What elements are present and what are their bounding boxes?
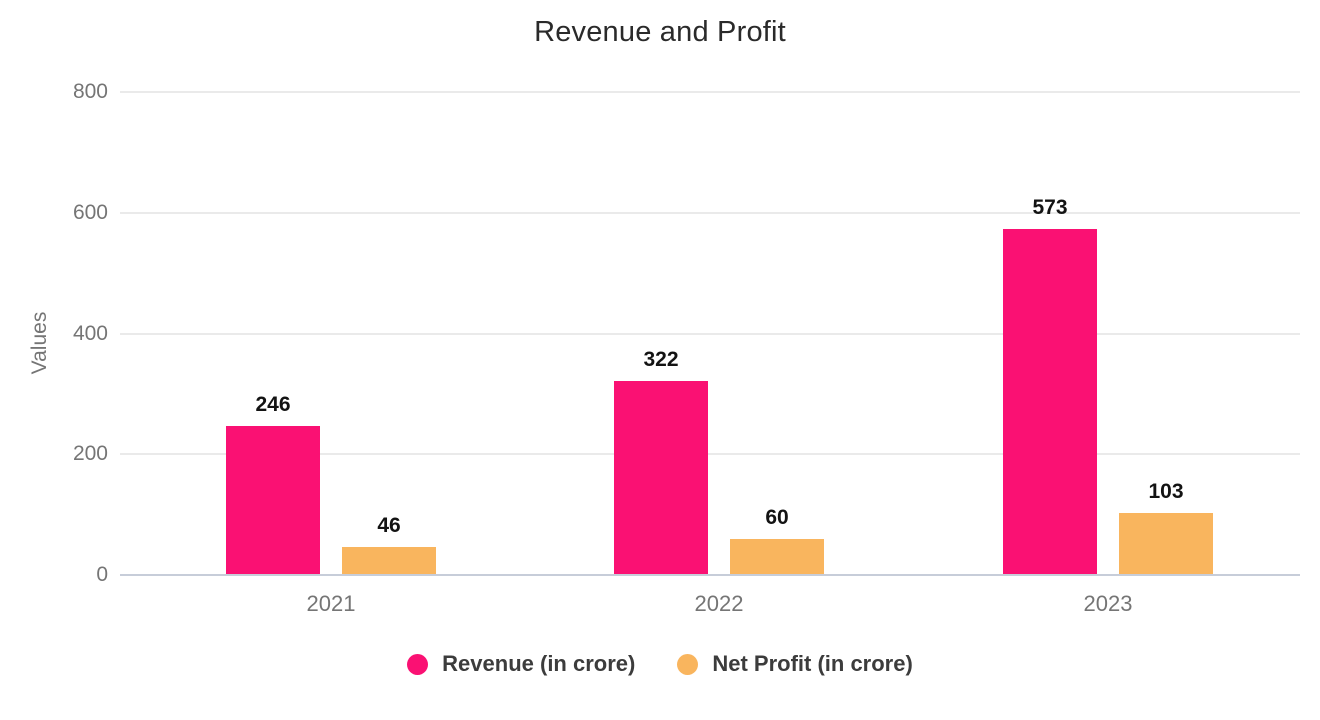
legend-label: Net Profit (in crore)	[712, 651, 913, 676]
legend-swatch-icon	[677, 653, 699, 675]
y-tick-label: 600	[72, 200, 108, 224]
legend-item: Net Profit (in crore)	[677, 651, 913, 677]
bar-net-profit-2023	[1119, 512, 1213, 574]
chart-title: Revenue and Profit	[534, 16, 786, 48]
bar-revenue-2021	[226, 426, 320, 574]
legend-item: Revenue (in crore)	[407, 651, 635, 677]
y-tick-label: 200	[72, 442, 108, 466]
value-label: 60	[765, 505, 789, 529]
value-label: 573	[1032, 196, 1068, 220]
value-label: 103	[1148, 479, 1184, 503]
legend-label: Revenue (in crore)	[442, 651, 636, 676]
gridline	[120, 211, 1300, 214]
y-tick-label: 0	[96, 563, 108, 586]
gridline	[120, 332, 1300, 335]
value-label: 46	[377, 514, 401, 538]
gridline	[120, 91, 1300, 93]
x-axis-line	[120, 574, 1300, 576]
legend-swatch-icon	[407, 653, 429, 675]
x-tick-label: 2021	[306, 591, 356, 616]
y-tick-label: 800	[72, 80, 108, 103]
bar-revenue-2022	[614, 380, 708, 574]
bar-net-profit-2021	[342, 547, 436, 574]
value-label: 246	[255, 393, 291, 417]
gridline	[120, 453, 1300, 456]
value-label: 322	[643, 347, 679, 371]
x-tick-label: 2022	[694, 591, 744, 616]
bar-net-profit-2022	[730, 538, 824, 574]
x-tick-label: 2023	[1083, 591, 1133, 616]
y-tick-label: 400	[72, 321, 108, 345]
bar-revenue-2023	[1003, 229, 1097, 574]
legend: Revenue (in crore) Net Profit (in crore)	[0, 651, 1320, 677]
